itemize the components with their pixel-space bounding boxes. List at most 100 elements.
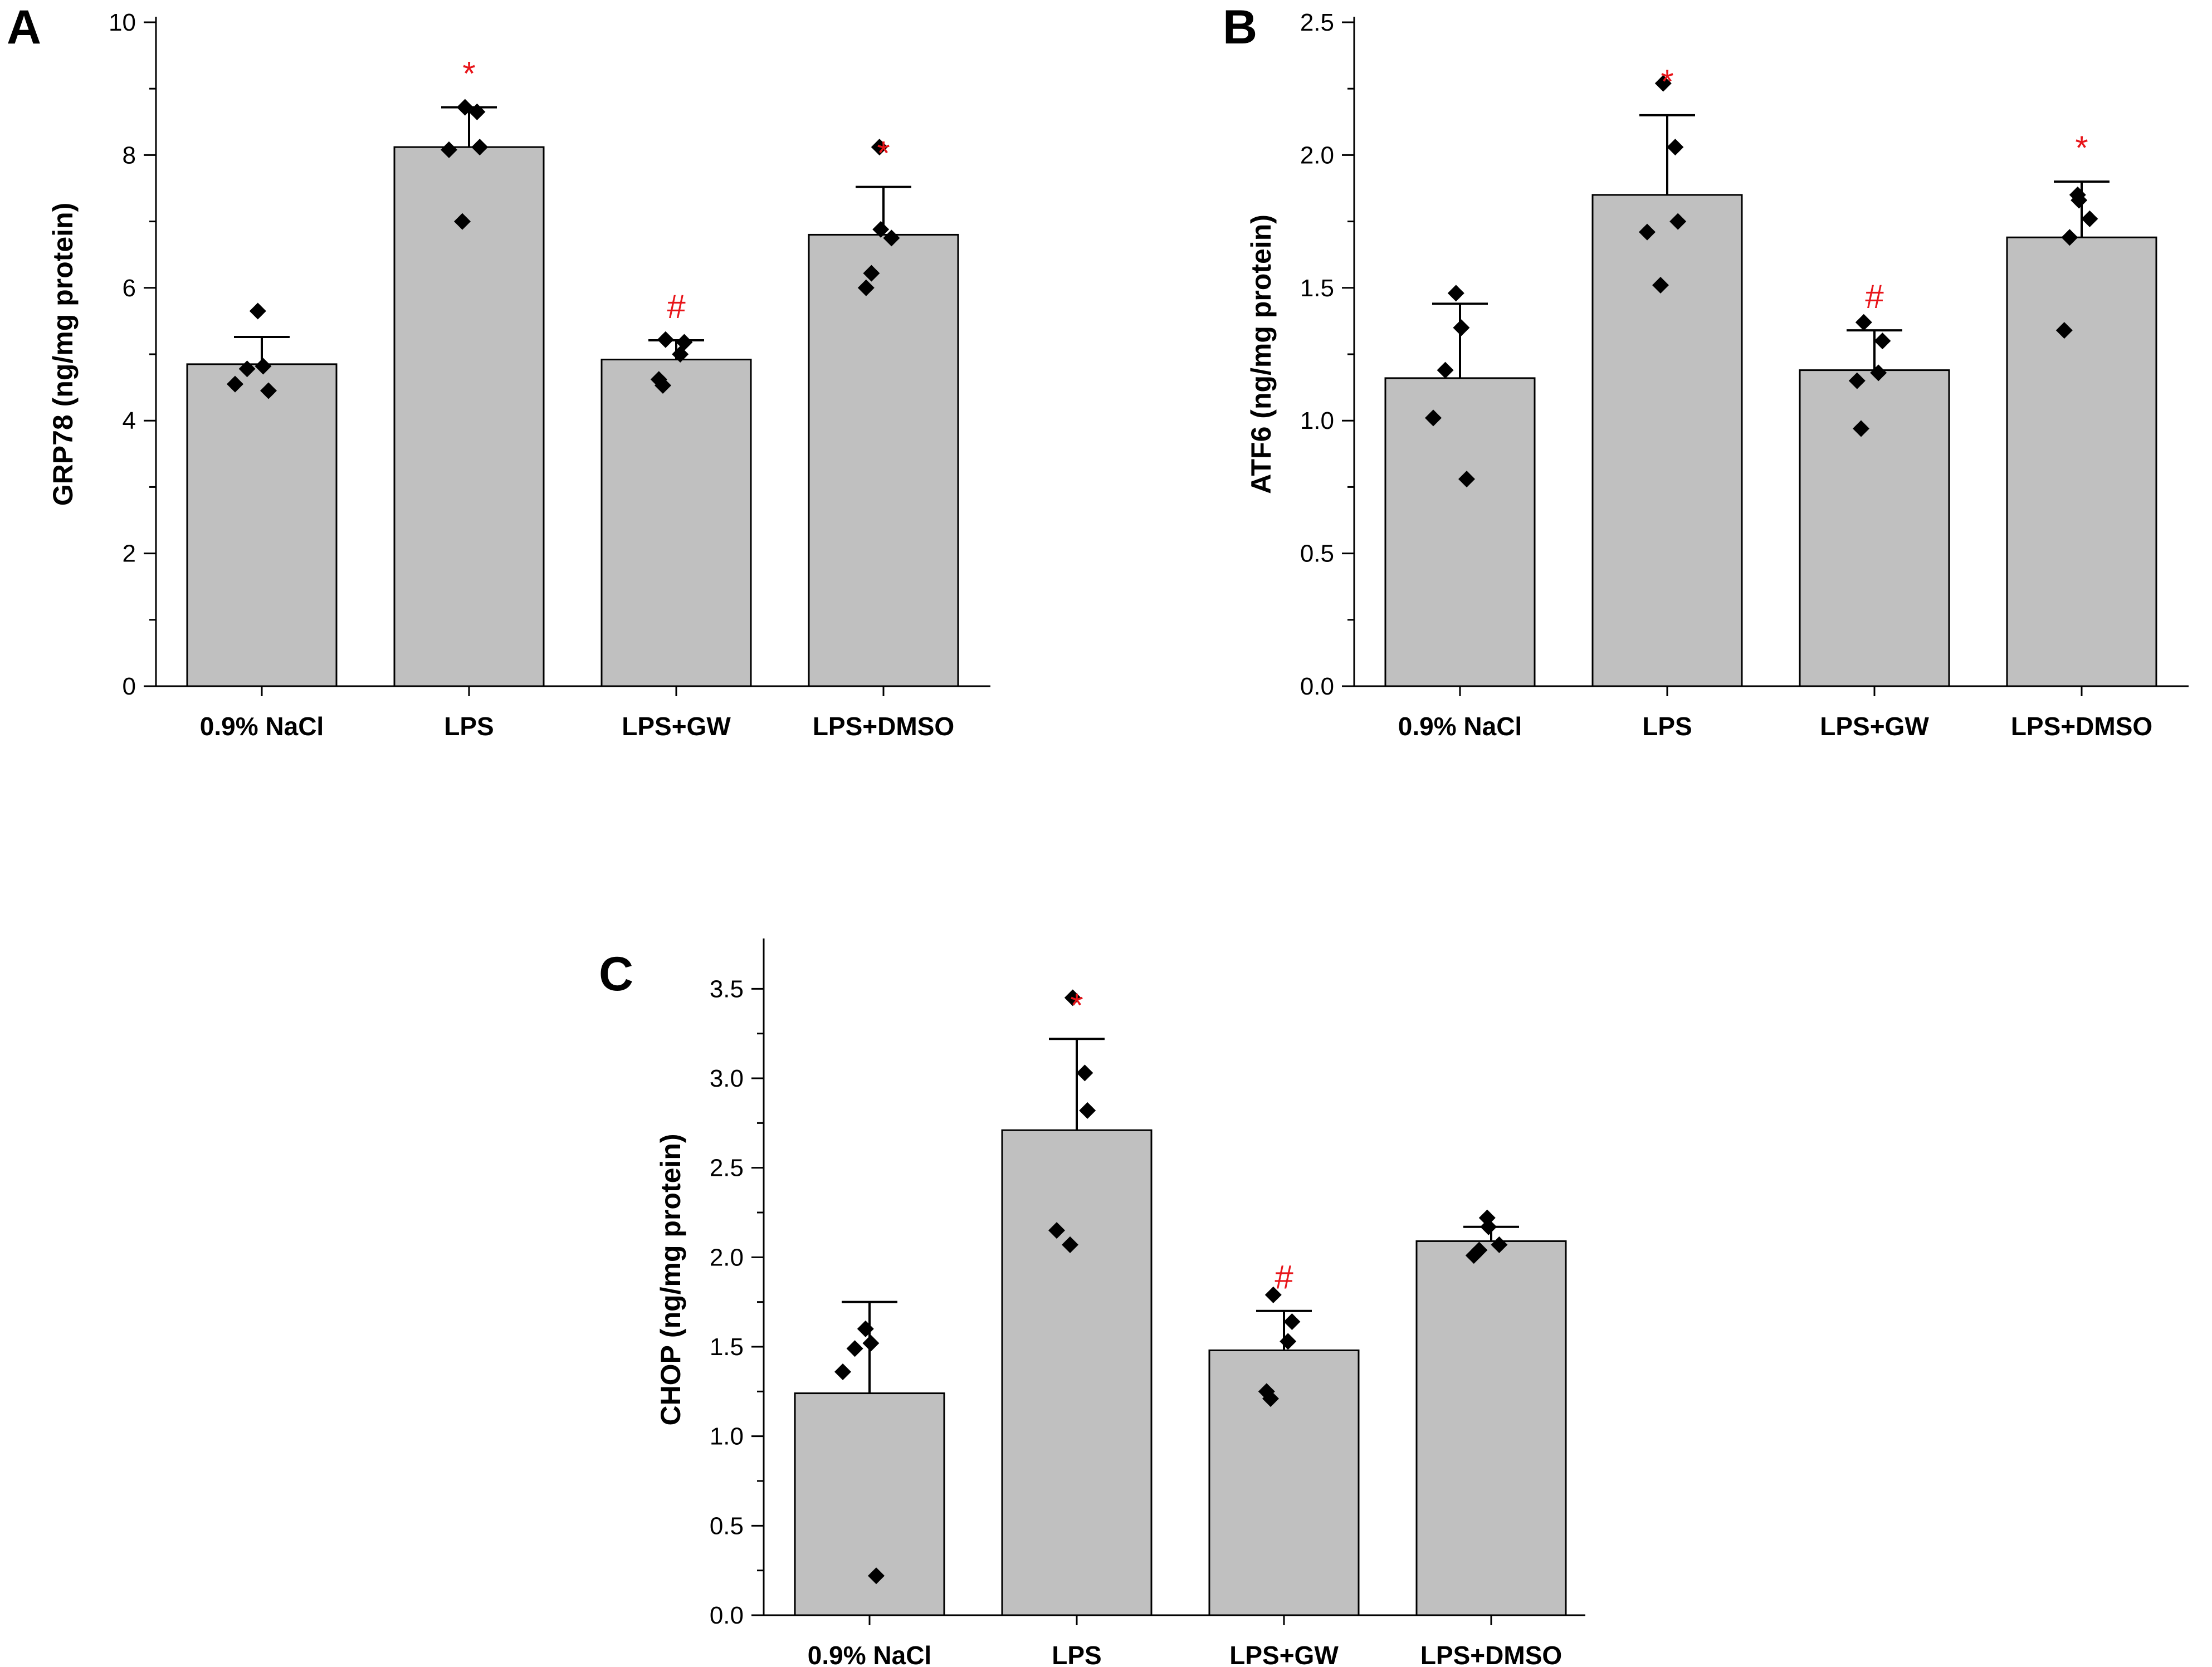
bar [794,1392,945,1616]
significance-marker: # [1865,278,1884,315]
data-point [227,375,243,393]
bar [393,146,545,687]
data-point [883,229,900,247]
y-axis-title: ATF6 (ng/mg protein) [1246,214,1277,494]
bar [1799,369,1950,687]
x-tick-label: 0.9% NaCl [1398,712,1522,741]
data-point [441,141,457,158]
data-point [872,221,890,238]
chart-grp78: 0.9% NaCl * LPS # LPS+GW * LPS+DMSO 0 2 4 6 8 10 GRP7… [47,9,990,741]
data-point [672,346,689,363]
x-tick-label: LPS [1052,1641,1101,1665]
x-tick-label: LPS+GW [1229,1641,1339,1665]
y-tick-label: 0.0 [710,1602,744,1629]
data-point [1079,1102,1096,1119]
data-point [1076,1064,1093,1082]
data-point [1639,223,1656,241]
x-tick-label: LPS [1642,712,1692,741]
bar [808,233,959,687]
significance-marker: # [667,288,686,325]
y-tick-label: 0.5 [710,1512,744,1539]
y-tick-label: 1.0 [710,1423,744,1450]
bar [186,363,338,687]
plot-area: 0.9% NaCl * LPS # LPS+GW LPS+DMSO 0.0 0.5 1.0 1.5… [655,938,1585,1665]
y-tick-label: 0.0 [1300,673,1334,700]
y-tick-label: 1.5 [710,1333,744,1361]
data-point [249,302,266,320]
data-point [1480,1218,1497,1235]
y-tick-label: 2.5 [1300,9,1334,36]
significance-marker: # [1275,1259,1293,1296]
x-tick-label: LPS+DMSO [1420,1641,1562,1665]
data-point [2071,192,2088,209]
chart-atf6: 0.9% NaCl * LPS # LPS+GW * LPS+DMSO 0.0 0.5 1.0 1.… [1246,9,2189,741]
data-point [1447,285,1464,302]
y-tick-label: 10 [109,9,136,36]
data-point [1667,139,1684,156]
y-tick-label: 2.5 [710,1155,744,1182]
data-point [1853,420,1869,437]
significance-marker: * [1070,986,1083,1024]
y-tick-label: 3.0 [710,1065,744,1092]
significance-marker: * [877,135,890,172]
y-axis-title: CHOP (ng/mg protein) [655,1133,686,1425]
chart-chop: 0.9% NaCl * LPS # LPS+GW LPS+DMSO 0.0 0.5 1.0 1.5… [655,938,1585,1665]
data-point [1471,1241,1488,1259]
data-point [1064,989,1081,1006]
y-tick-label: 2 [123,540,136,568]
x-tick-label: LPS+DMSO [813,712,954,741]
data-point [862,1334,880,1352]
data-point [871,139,888,156]
data-point [846,1340,863,1357]
data-point [863,265,880,282]
data-point [1048,1222,1065,1239]
y-tick-label: 2.0 [1300,141,1334,169]
data-point [657,331,674,348]
bar [1415,1240,1567,1616]
data-point [857,279,875,296]
panel-label-c: C [599,947,634,1001]
y-axis-title: GRP78 (ng/mg protein) [47,203,79,506]
data-point [857,1320,874,1337]
x-tick-label: LPS+DMSO [2011,712,2152,741]
plot-area: 0.9% NaCl * LPS # LPS+GW * LPS+DMSO 0.0 0.5 1.0 1.… [1246,9,2189,741]
data-point [1654,75,1672,92]
significance-marker: * [1661,63,1673,100]
y-tick-label: 1.5 [1300,275,1334,302]
y-tick-label: 0.5 [1300,540,1334,568]
x-tick-label: 0.9% NaCl [808,1641,931,1665]
y-tick-label: 6 [123,275,136,302]
bar [1001,1129,1153,1616]
bar [1384,377,1536,687]
data-point [1855,314,1872,331]
data-point [468,103,486,120]
panel-label-a: A [7,1,42,54]
plot-area: 0.9% NaCl * LPS # LPS+GW * LPS+DMSO 0 2 4 6 8 10 GRP7… [47,9,990,741]
y-tick-label: 8 [123,141,136,169]
data-point [1652,277,1669,294]
data-point [238,360,256,378]
data-point [655,377,671,394]
data-point [1478,1209,1496,1226]
data-point [2081,210,2098,227]
data-point [1491,1236,1508,1253]
x-tick-label: LPS+GW [1820,712,1929,741]
bar [600,359,752,687]
data-point [255,358,272,375]
y-tick-label: 0 [123,673,136,700]
bar [1208,1349,1360,1616]
x-tick-label: 0.9% NaCl [200,712,324,741]
y-tick-label: 1.0 [1300,407,1334,434]
data-point [2055,322,2073,339]
data-point [868,1567,885,1585]
bar [2006,236,2157,687]
y-tick-label: 3.5 [710,975,744,1003]
significance-marker: * [462,55,475,92]
data-point [471,139,489,156]
y-tick-label: 4 [123,407,136,434]
data-point [1870,364,1887,382]
data-point [1874,333,1891,350]
data-point [1062,1236,1078,1253]
significance-marker: * [2075,129,2088,167]
data-point [1453,319,1470,336]
